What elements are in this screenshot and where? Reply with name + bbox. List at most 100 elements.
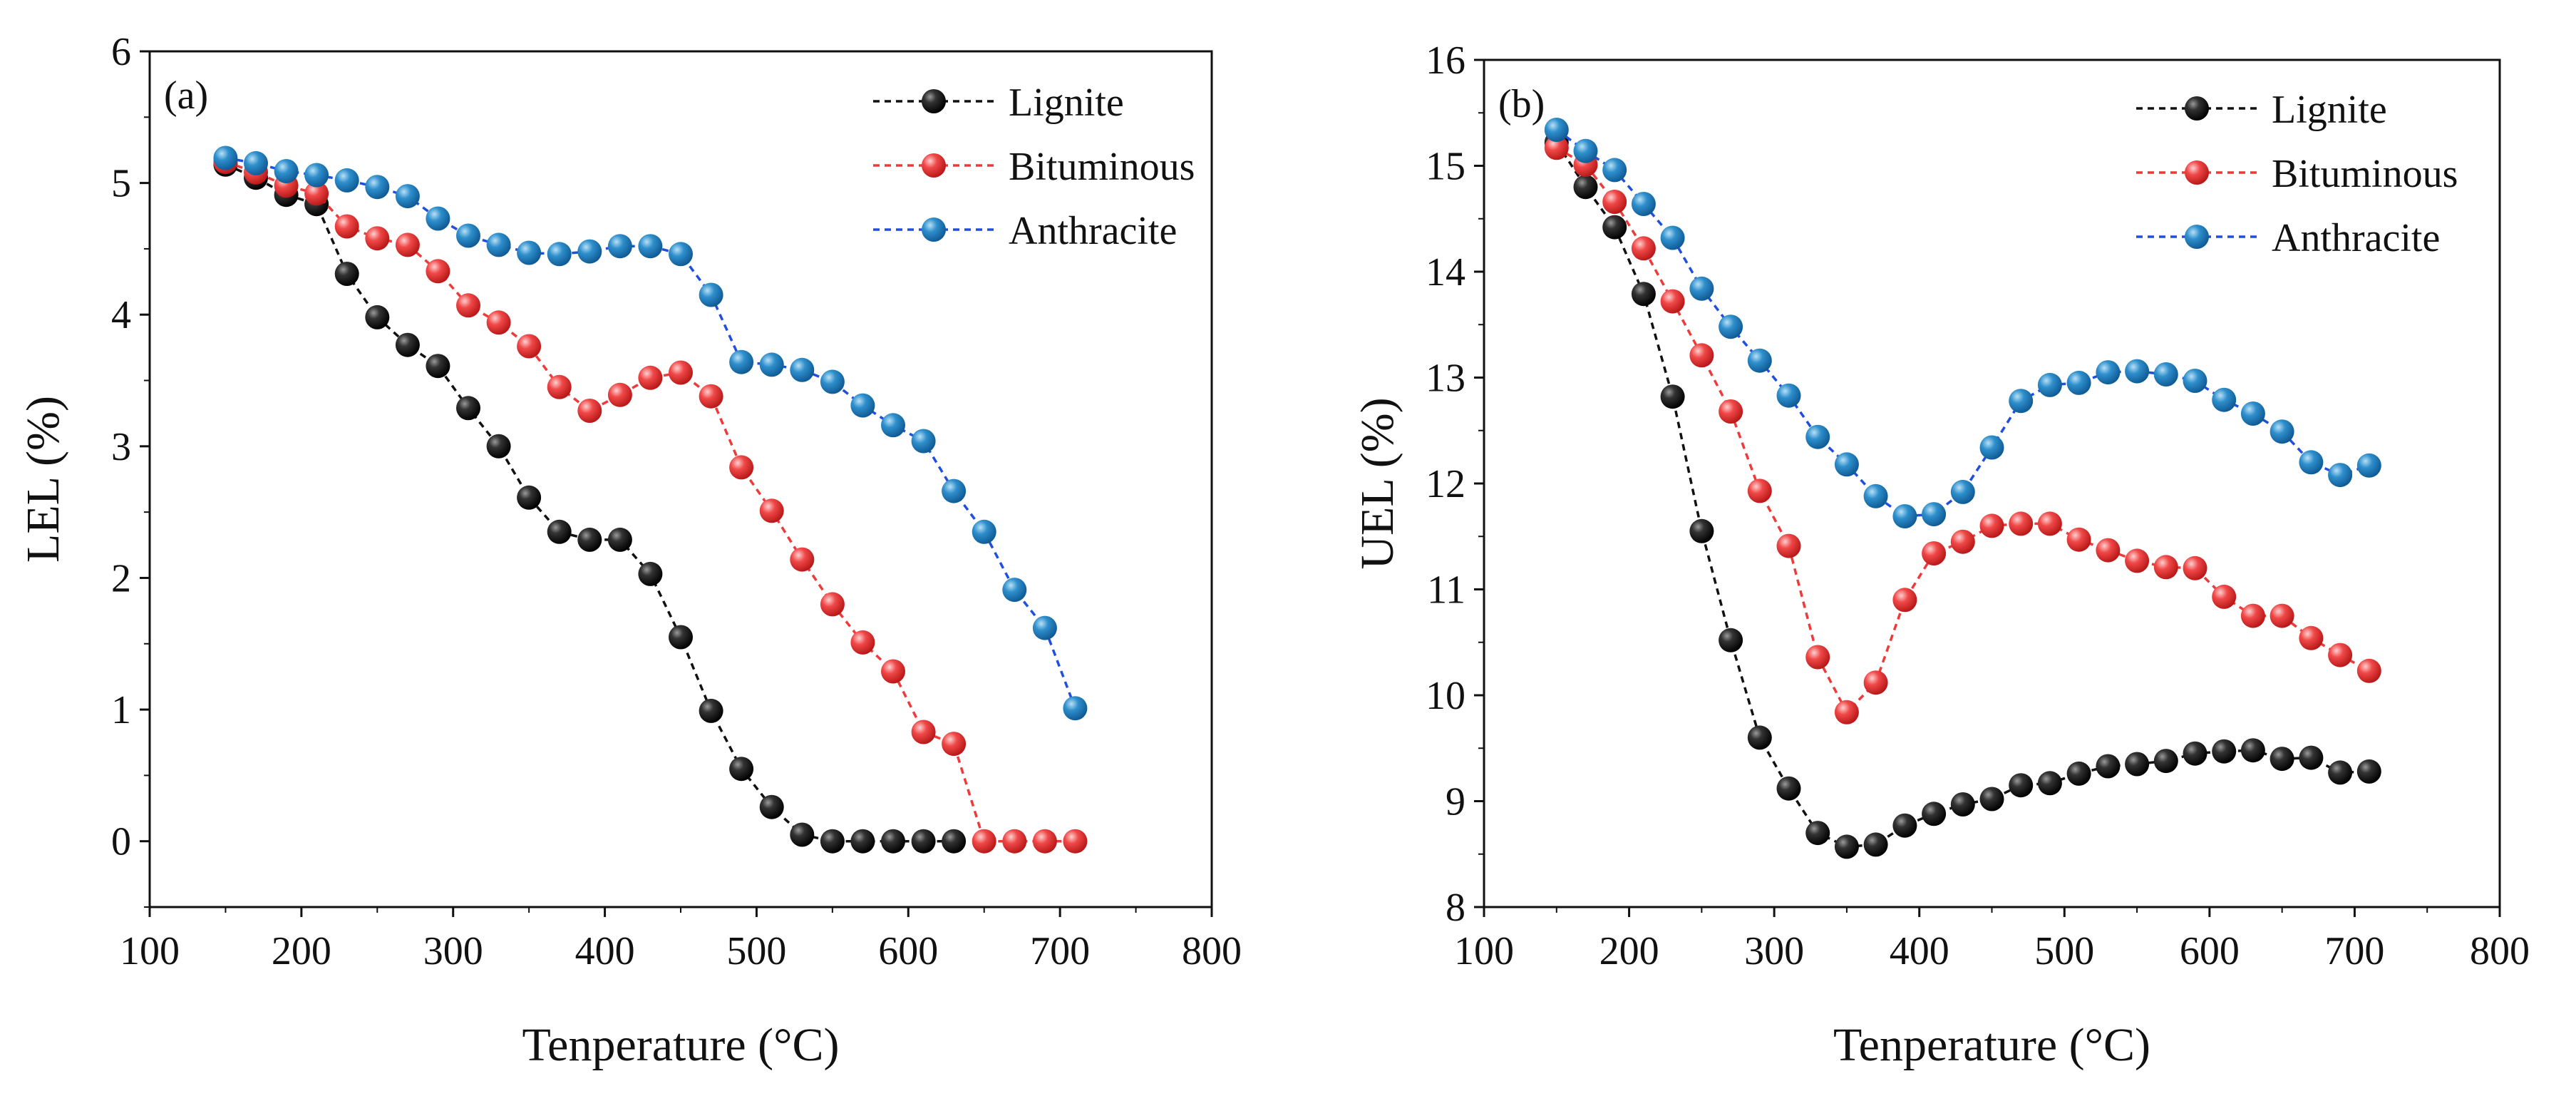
data-point-lignite xyxy=(547,519,572,544)
data-point-bituminous xyxy=(1979,513,2004,538)
data-point-bituminous xyxy=(577,399,602,423)
data-point-anthracite xyxy=(486,232,511,257)
data-point-bituminous xyxy=(2037,511,2062,536)
data-point-lignite xyxy=(456,396,480,421)
x-tick-label: 100 xyxy=(120,929,180,973)
data-point-bituminous xyxy=(547,374,572,399)
data-point-bituminous xyxy=(1660,289,1685,314)
data-point-anthracite xyxy=(213,145,238,170)
data-point-anthracite xyxy=(2328,463,2353,488)
series-line-anthracite xyxy=(1555,128,2370,518)
data-point-anthracite xyxy=(607,234,632,259)
data-point-bituminous xyxy=(1747,478,1772,503)
legend-item-lignite: Lignite xyxy=(2136,88,2387,132)
legend-label: Lignite xyxy=(1009,81,1124,125)
panel-label: (b) xyxy=(1498,82,1545,126)
data-point-bituminous xyxy=(2270,603,2294,628)
data-point-lignite xyxy=(2356,759,2381,784)
data-point-anthracite xyxy=(2270,419,2294,444)
data-point-anthracite xyxy=(2096,360,2121,385)
legend-marker xyxy=(2185,225,2209,249)
legend-marker xyxy=(922,217,946,242)
legend-label: Anthracite xyxy=(2272,216,2440,260)
data-point-lignite xyxy=(2009,773,2034,798)
data-point-lignite xyxy=(517,485,542,510)
data-point-anthracite xyxy=(850,393,875,418)
x-tick-labels: 100 200 300 400 500 600 700 800 xyxy=(1454,929,2530,973)
series-anthracite xyxy=(1544,118,2381,528)
data-point-bituminous xyxy=(1805,645,1830,670)
x-tick-label: 800 xyxy=(1182,929,1242,973)
legend: Lignite Bituminous Anthracite xyxy=(2136,88,2458,260)
data-point-anthracite xyxy=(1063,696,1088,721)
data-point-anthracite xyxy=(1002,578,1027,603)
legend-marker xyxy=(922,153,946,178)
data-point-bituminous xyxy=(850,630,875,655)
data-point-lignite xyxy=(1950,792,1975,816)
data-point-anthracite xyxy=(304,163,329,188)
data-point-bituminous xyxy=(759,498,784,523)
data-point-lignite xyxy=(1805,821,1830,846)
legend-item-lignite: Lignite xyxy=(873,81,1124,125)
data-point-lignite xyxy=(638,561,663,586)
data-point-lignite xyxy=(1922,802,1947,826)
data-point-bituminous xyxy=(942,732,967,757)
x-axis-label: Tenperature (°C) xyxy=(522,1019,839,1071)
data-point-anthracite xyxy=(1834,452,1859,477)
data-point-lignite xyxy=(1747,725,1772,750)
data-point-anthracite xyxy=(244,150,268,175)
x-tick-labels: 100 200 300 400 500 600 700 800 xyxy=(120,929,1242,973)
y-tick-label: 8 xyxy=(1446,886,1465,930)
data-point-anthracite xyxy=(1602,158,1627,183)
legend-marker xyxy=(922,89,946,113)
data-point-bituminous xyxy=(820,592,845,617)
data-point-anthracite xyxy=(911,429,936,454)
data-point-anthracite xyxy=(547,242,572,267)
data-point-lignite xyxy=(577,527,602,552)
data-point-bituminous xyxy=(2153,555,2178,580)
data-point-lignite xyxy=(395,332,420,357)
data-point-lignite xyxy=(2066,761,2091,786)
x-tick-label: 500 xyxy=(2034,929,2094,973)
lel-chart-panel: 0 1 2 3 4 5 6 100 200 300 400 500 600 700 800 (a) Ten… xyxy=(17,30,1242,1071)
data-point-lignite xyxy=(2037,771,2062,796)
y-tick-label: 2 xyxy=(111,556,131,600)
y-tick-label: 9 xyxy=(1446,780,1465,824)
data-point-anthracite xyxy=(395,184,420,209)
data-point-bituminous xyxy=(395,232,420,257)
data-point-bituminous xyxy=(2212,584,2237,609)
y-tick-label: 6 xyxy=(111,30,131,74)
data-point-lignite xyxy=(1660,384,1685,409)
data-point-lignite xyxy=(607,527,632,552)
plot-frame xyxy=(1483,58,2501,908)
data-point-anthracite xyxy=(1719,314,1743,339)
uel-chart-panel: 8 9 10 11 12 13 14 15 16 100 200 300 400 500 600 700 80… xyxy=(1351,39,2530,1071)
data-point-lignite xyxy=(1602,215,1627,240)
data-point-lignite xyxy=(2096,754,2121,779)
data-point-lignite xyxy=(2183,741,2207,766)
data-point-lignite xyxy=(2270,747,2294,772)
data-point-anthracite xyxy=(1032,615,1057,640)
data-point-anthracite xyxy=(1863,483,1888,508)
x-tick-label: 600 xyxy=(2180,929,2240,973)
x-tick-label: 100 xyxy=(1454,929,1514,973)
x-tick-label: 200 xyxy=(272,929,331,973)
data-point-anthracite xyxy=(669,242,693,267)
y-tick-label: 12 xyxy=(1426,462,1465,506)
panel-label: (a) xyxy=(164,73,208,118)
y-tick-label: 1 xyxy=(111,688,131,732)
data-point-bituminous xyxy=(1892,588,1917,613)
y-axis-label: UEL (%) xyxy=(1351,397,1403,569)
data-point-anthracite xyxy=(456,223,480,248)
data-point-anthracite xyxy=(426,206,450,231)
y-tick-label: 5 xyxy=(111,162,131,206)
data-point-anthracite xyxy=(729,349,754,374)
y-tick-label: 14 xyxy=(1426,250,1465,295)
series-anthracite xyxy=(213,145,1088,721)
data-point-anthracite xyxy=(2125,359,2150,384)
data-point-bituminous xyxy=(2356,658,2381,683)
data-point-bituminous xyxy=(2125,548,2150,573)
data-point-anthracite xyxy=(1544,118,1569,142)
series-line-anthracite xyxy=(225,156,1077,709)
